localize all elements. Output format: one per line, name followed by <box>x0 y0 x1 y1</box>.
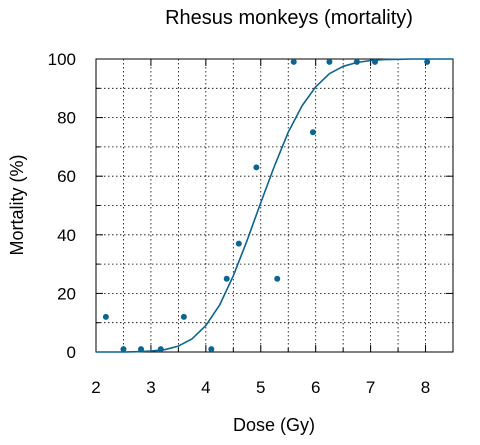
y-tick-label: 100 <box>48 50 76 69</box>
grid <box>96 59 453 352</box>
y-tick-label: 40 <box>57 226 76 245</box>
data-point-6 <box>223 275 230 282</box>
data-point-8 <box>253 164 260 171</box>
series <box>96 58 453 353</box>
chart-title: Rhesus monkeys (mortality) <box>165 7 413 29</box>
data-point-2 <box>138 346 145 353</box>
data-point-15 <box>424 58 431 65</box>
x-tick-label: 2 <box>91 378 100 397</box>
y-tick-label: 0 <box>67 343 76 362</box>
y-tick-label: 60 <box>57 167 76 186</box>
data-point-12 <box>326 58 333 65</box>
x-tick-label: 3 <box>146 378 155 397</box>
y-axis-label: Mortality (%) <box>7 154 27 255</box>
data-point-13 <box>353 58 360 65</box>
data-point-4 <box>180 313 187 320</box>
data-point-0 <box>102 313 109 320</box>
data-point-1 <box>120 346 127 353</box>
data-point-11 <box>309 129 316 136</box>
x-axis-label: Dose (Gy) <box>233 415 315 435</box>
fit-curve <box>96 58 453 353</box>
x-tick-label: 8 <box>421 378 430 397</box>
data-point-14 <box>372 58 379 65</box>
data-point-7 <box>235 240 242 247</box>
x-tick-label: 4 <box>201 378 210 397</box>
x-tick-label: 6 <box>311 378 320 397</box>
y-tick-labels: 0 20 40 60 80 100 <box>48 50 76 362</box>
x-tick-labels: 2 3 4 5 6 7 8 <box>91 378 430 397</box>
y-tick-label: 80 <box>57 109 76 128</box>
data-point-9 <box>274 275 281 282</box>
data-point-5 <box>208 346 215 353</box>
data-point-10 <box>290 58 297 65</box>
x-tick-label: 7 <box>366 378 375 397</box>
x-tick-label: 5 <box>256 378 265 397</box>
y-tick-label: 20 <box>57 284 76 303</box>
data-point-3 <box>157 346 164 353</box>
